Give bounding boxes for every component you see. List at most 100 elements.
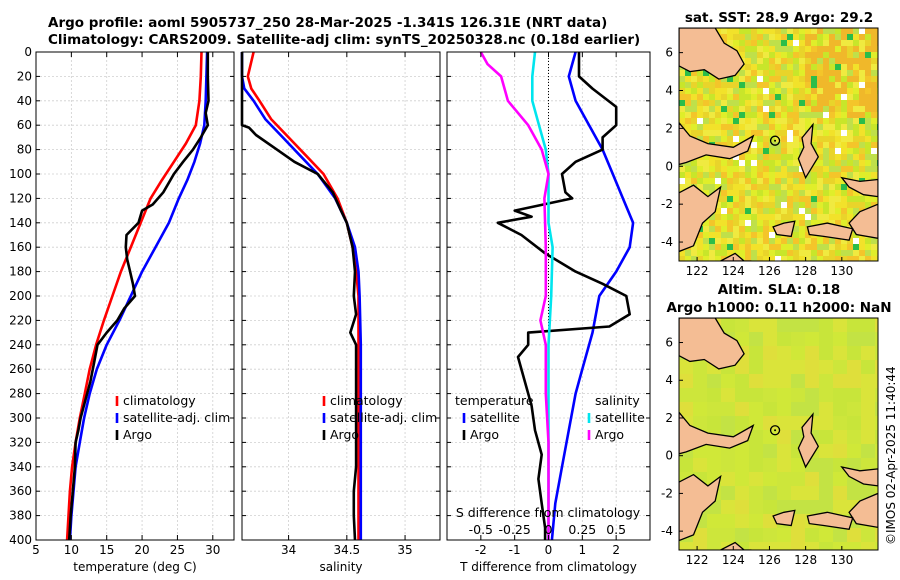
- figure-title-line2: Climatology: CARS2009. Satellite-adj cli…: [48, 32, 641, 48]
- map-cell: [693, 528, 707, 542]
- map-cell: [751, 112, 757, 118]
- map-cell: [763, 112, 769, 118]
- map-cell: [757, 232, 763, 238]
- map-cell: [679, 106, 685, 112]
- map-cell: [823, 124, 829, 130]
- map-cell: [697, 166, 703, 172]
- map-cell: [721, 214, 727, 220]
- map-cell: [697, 118, 703, 124]
- map-cell: [859, 112, 865, 118]
- map-cell: [811, 46, 817, 52]
- map-cell: [751, 184, 757, 190]
- map-cell: [763, 94, 769, 100]
- map-cell: [859, 142, 865, 148]
- map-cell: [819, 444, 833, 458]
- map-cell: [865, 28, 871, 34]
- map-y-tick-label: -2: [661, 197, 673, 211]
- map-cell: [859, 124, 865, 130]
- y-tick-label: 160: [9, 240, 32, 254]
- map-cell: [787, 58, 793, 64]
- map-cell: [757, 256, 763, 261]
- map-cell: [787, 130, 793, 136]
- map-cell: [721, 172, 727, 178]
- map-cell: [745, 40, 751, 46]
- map-cell: [749, 430, 763, 444]
- map-cell: [763, 196, 769, 202]
- s-tick-label: 0.5: [606, 522, 626, 537]
- map-cell: [805, 208, 811, 214]
- map-cell: [735, 388, 749, 402]
- map-cell: [829, 208, 835, 214]
- map-cell: [847, 444, 861, 458]
- map-cell: [871, 130, 877, 136]
- map-cell: [835, 244, 841, 250]
- map-cell: [739, 106, 745, 112]
- map-cell: [829, 178, 835, 184]
- map-cell: [707, 514, 721, 528]
- map-cell: [727, 250, 733, 256]
- map-cell: [763, 472, 777, 486]
- map-cell: [811, 136, 817, 142]
- map-cell: [679, 82, 685, 88]
- map-cell: [763, 232, 769, 238]
- map-cell: [871, 250, 877, 256]
- map-cell: [841, 64, 847, 70]
- map-cell: [793, 244, 799, 250]
- map-cell: [847, 94, 853, 100]
- map-cell: [769, 82, 775, 88]
- map-cell: [777, 346, 791, 360]
- map-cell: [727, 226, 733, 232]
- map-cell: [749, 486, 763, 500]
- map-cell: [715, 160, 721, 166]
- map-cell: [793, 238, 799, 244]
- map-cell: [787, 34, 793, 40]
- map-cell: [861, 458, 875, 472]
- map-cell: [703, 82, 709, 88]
- map-cell: [727, 214, 733, 220]
- map-cell: [775, 40, 781, 46]
- map-cell: [853, 52, 859, 58]
- map-cell: [727, 202, 733, 208]
- map-cell: [799, 70, 805, 76]
- argo-position-dot: [774, 139, 777, 142]
- map-cell: [751, 118, 757, 124]
- map-cell: [817, 250, 823, 256]
- map-cell: [805, 70, 811, 76]
- map-cell: [777, 318, 791, 332]
- map-cell: [787, 64, 793, 70]
- map-cell: [745, 184, 751, 190]
- map-cell: [871, 196, 877, 202]
- map-cell: [853, 172, 859, 178]
- map-cell: [829, 214, 835, 220]
- map-cell: [763, 318, 777, 332]
- map-cell: [693, 402, 707, 416]
- map-cell: [793, 46, 799, 52]
- map-cell: [841, 100, 847, 106]
- map-cell: [799, 244, 805, 250]
- map-cell: [847, 28, 853, 34]
- map-cell: [703, 106, 709, 112]
- map-cell: [685, 178, 691, 184]
- map-cell: [811, 172, 817, 178]
- map-cell: [745, 244, 751, 250]
- map-cell: [749, 318, 763, 332]
- map-cell: [787, 250, 793, 256]
- land-mass: [840, 466, 878, 487]
- land-mass: [797, 412, 820, 469]
- map-cell: [751, 250, 757, 256]
- map-cell: [841, 52, 847, 58]
- map-cell: [819, 402, 833, 416]
- map-cell: [793, 160, 799, 166]
- map-cell: [841, 202, 847, 208]
- map-cell: [763, 238, 769, 244]
- map-cell: [775, 136, 781, 142]
- map-cell: [847, 332, 861, 346]
- map-cell: [841, 118, 847, 124]
- land-mass: [679, 318, 745, 370]
- y-tick-label: 360: [9, 484, 32, 498]
- map-cell: [829, 94, 835, 100]
- map-cell: [745, 220, 751, 226]
- map-cell: [835, 70, 841, 76]
- map-cell: [703, 118, 709, 124]
- map-cell: [835, 130, 841, 136]
